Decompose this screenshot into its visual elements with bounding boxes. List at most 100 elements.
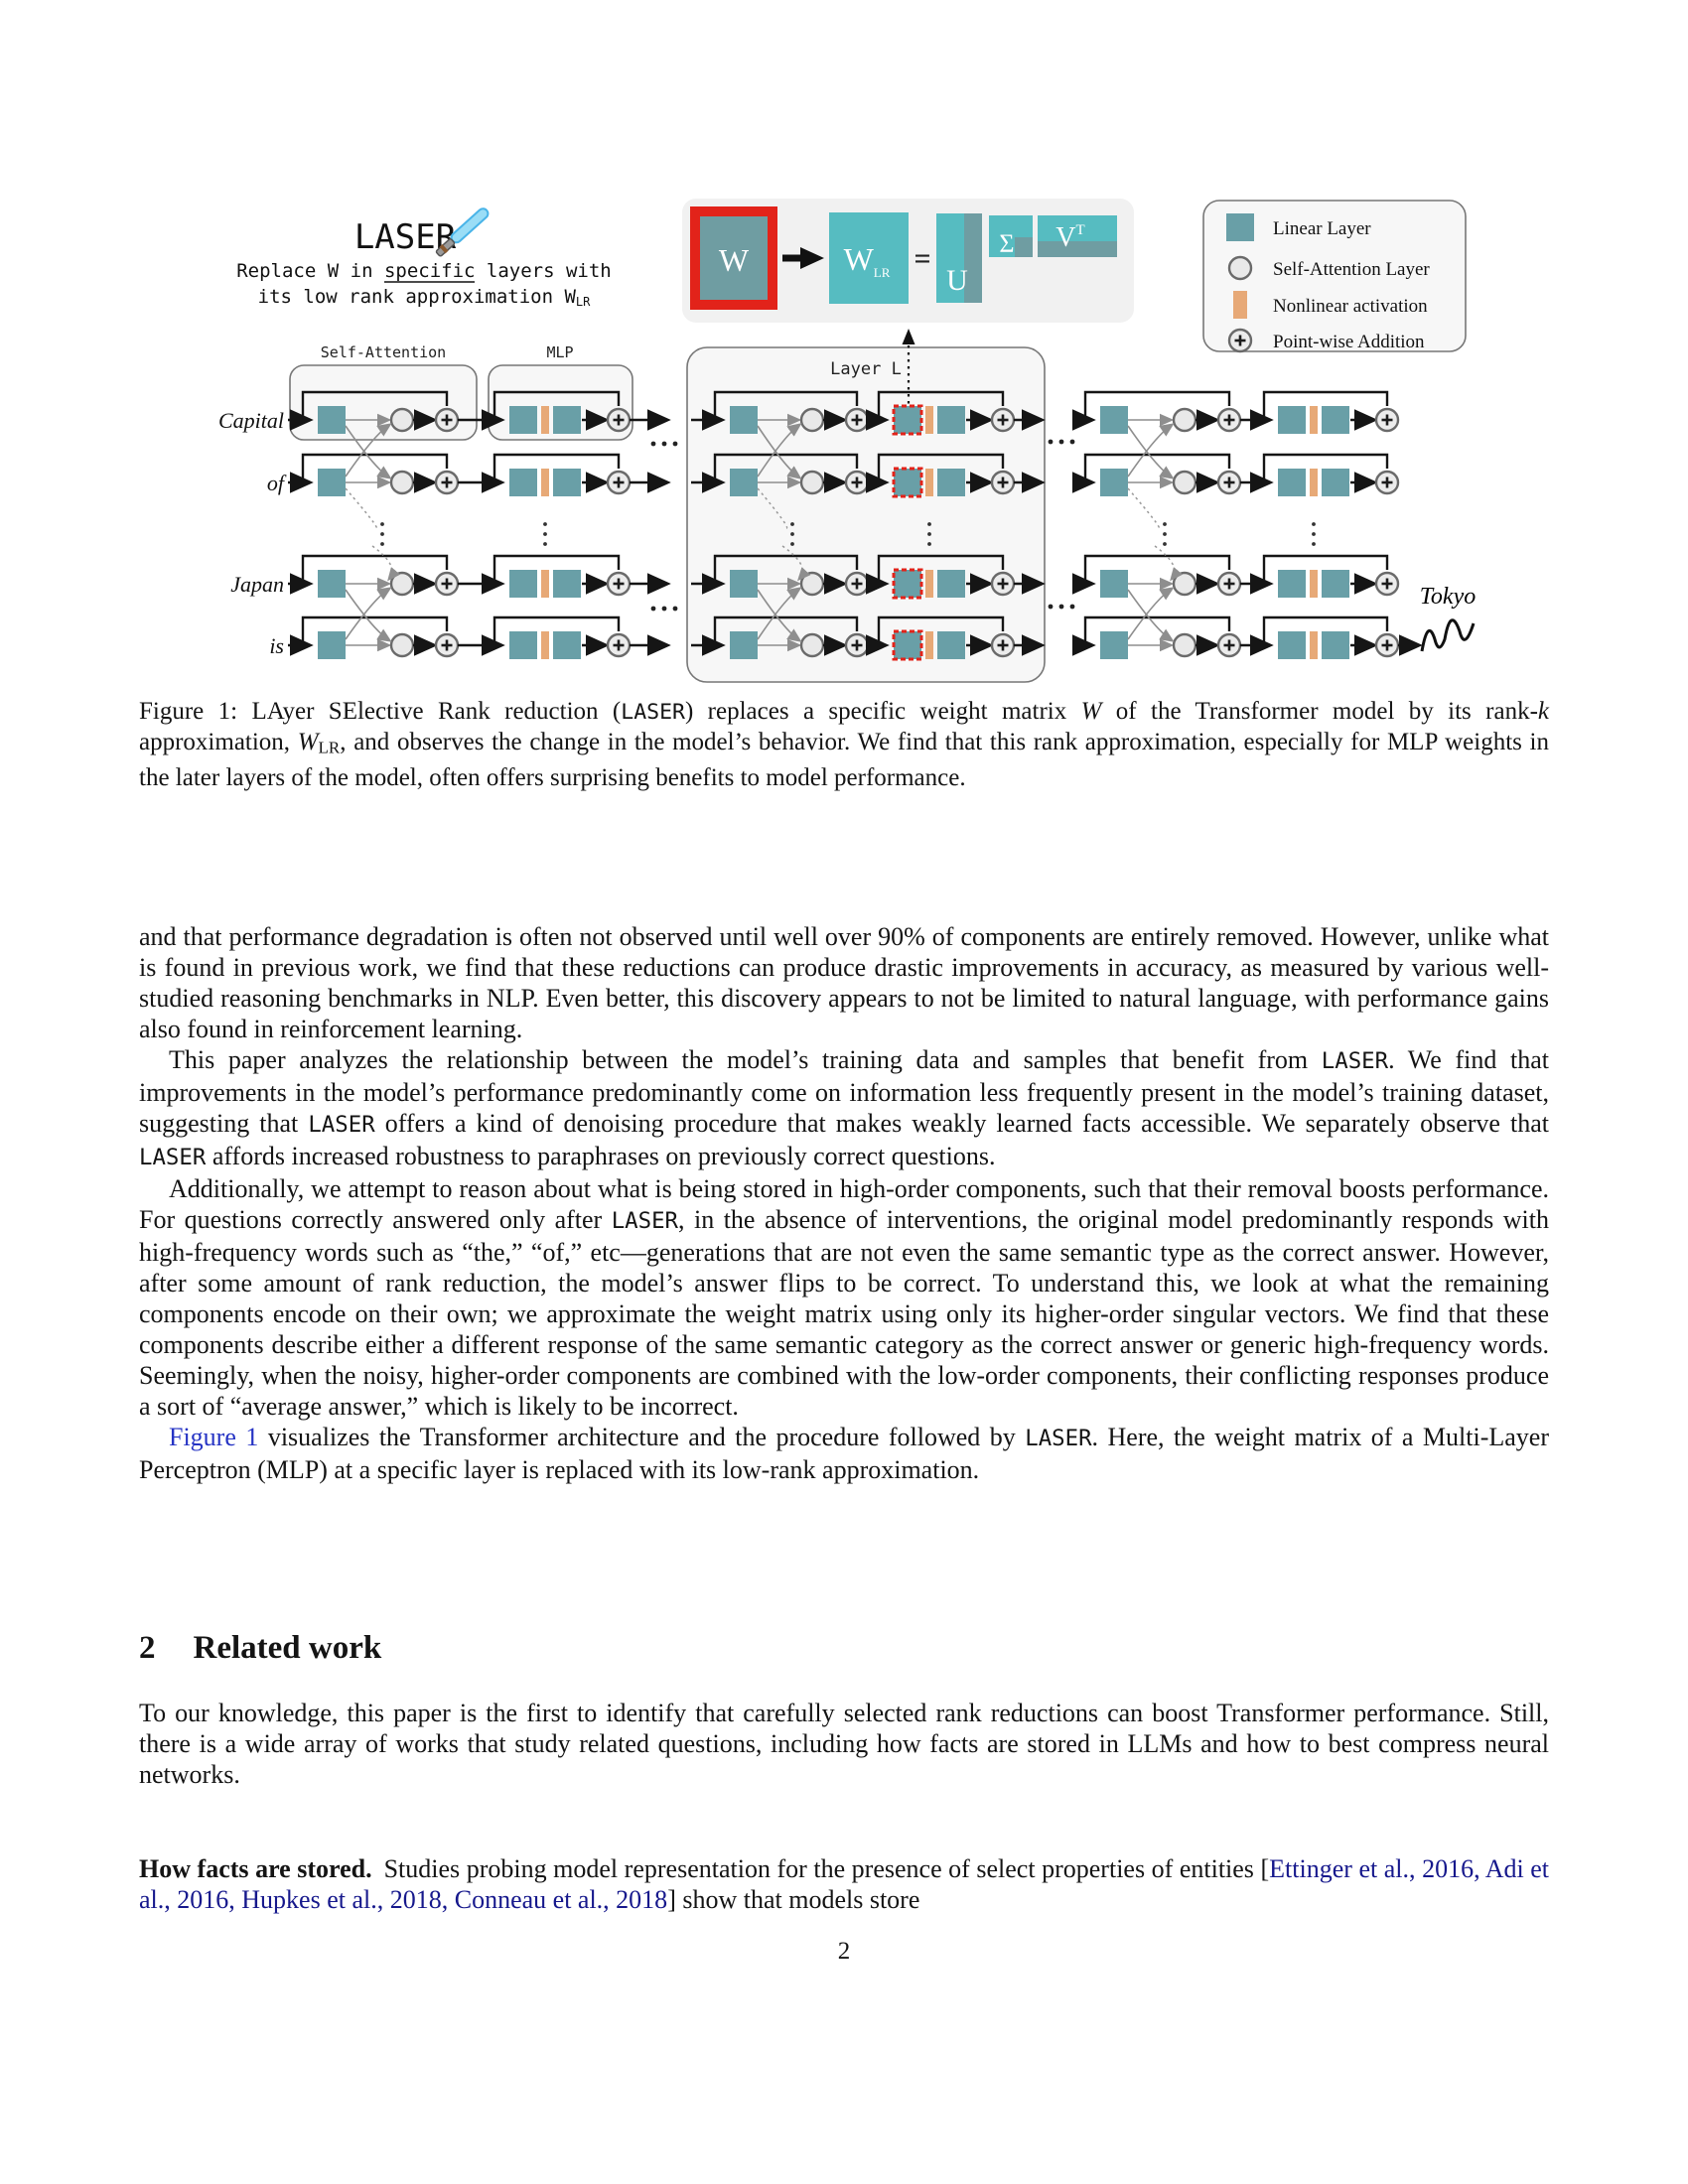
svd-panel: W WLR = U Σ [682, 199, 1134, 323]
transformer-block-right [1071, 390, 1423, 659]
vertical-ellipsis-dot [1312, 522, 1316, 526]
figure-1-link[interactable]: Figure 1 [169, 1423, 259, 1451]
self-attention-node [389, 571, 415, 597]
sigma-matrix: Σ [989, 215, 1033, 258]
horizontal-ellipsis-dot [672, 606, 678, 612]
svg-text:U: U [946, 264, 968, 297]
vertical-ellipsis-dot [927, 542, 931, 546]
linear-layer-block [1278, 631, 1306, 659]
self-attention-label: Self-Attention [321, 343, 446, 361]
replacement-arrow [902, 329, 915, 404]
paragraph: To our knowledge, this paper is the firs… [139, 1699, 1549, 1789]
linear-layer-block [730, 406, 758, 434]
horizontal-ellipsis-dot [672, 441, 678, 447]
legend-addition-label: Point-wise Addition [1273, 332, 1425, 352]
linear-layer-block [937, 469, 965, 496]
laser-subtitle-line2: its low rank approximation WLR [258, 286, 592, 309]
self-attention-node [799, 470, 825, 495]
token-japan: Japan [230, 572, 284, 597]
vertical-ellipsis-dot [927, 522, 931, 526]
nonlinear-activation-bar [925, 631, 933, 659]
nonlinear-activation-bar [1310, 631, 1318, 659]
low-rank-replaced-weight [892, 467, 923, 498]
linear-layer-block [937, 570, 965, 598]
vertical-ellipsis-dot [380, 542, 384, 546]
vertical-ellipsis-dot [927, 532, 931, 536]
linear-layer-block [509, 406, 537, 434]
linear-layer-block [937, 406, 965, 434]
legend-addition-swatch [1227, 328, 1253, 353]
paragraph: This paper analyzes the relationship bet… [139, 1045, 1549, 1170]
linear-layer-block [509, 570, 537, 598]
linear-layer-block [1278, 469, 1306, 496]
linear-layer-block [318, 469, 346, 496]
horizontal-ellipsis-dot [1069, 604, 1075, 610]
linear-layer-block [937, 631, 965, 659]
low-rank-replaced-weight [892, 568, 923, 600]
token-is: is [269, 633, 284, 658]
linear-layer-block [1322, 570, 1349, 598]
linear-layer-block [509, 469, 537, 496]
nonlinear-activation-bar [925, 570, 933, 598]
token-of: of [267, 471, 287, 495]
linear-layer-block [730, 469, 758, 496]
linear-layer-block [318, 631, 346, 659]
self-attention-node [1172, 571, 1197, 597]
low-rank-replaced-weight [892, 404, 923, 436]
horizontal-ellipsis-dot [1058, 604, 1064, 610]
arrowhead [800, 247, 824, 269]
linear-layer-block [1278, 406, 1306, 434]
self-attention-node [799, 632, 825, 658]
nonlinear-activation-bar [1310, 469, 1318, 496]
w-label: W [719, 242, 750, 278]
paragraph-lead: How facts are stored. [139, 1854, 372, 1883]
legend-linear-label: Linear Layer [1273, 218, 1371, 239]
vertical-ellipsis-dot [543, 532, 547, 536]
linear-layer-block [1100, 570, 1128, 598]
linear-layer-block [1278, 570, 1306, 598]
mlp-label: MLP [546, 343, 573, 361]
linear-layer-block [1322, 469, 1349, 496]
low-rank-matrix-wlr [829, 212, 909, 304]
linear-layer-block [730, 570, 758, 598]
legend-attention-swatch [1227, 255, 1253, 281]
vertical-ellipsis-dot [790, 522, 794, 526]
paragraph: and that performance degradation is ofte… [139, 922, 1549, 1043]
linear-layer-block [1322, 406, 1349, 434]
horizontal-ellipsis-dot [1069, 439, 1075, 445]
figure-legend: Linear Layer Self-Attention Layer Nonlin… [1202, 200, 1467, 353]
vertical-ellipsis-dot [790, 532, 794, 536]
equals-sign: = [914, 242, 930, 275]
figure-caption: Figure 1: LAyer SElective Rank reduction… [139, 698, 1549, 791]
horizontal-ellipsis-dot [661, 606, 667, 612]
legend-linear-swatch [1226, 213, 1254, 241]
laser-title-block: LASER Replace W in specific layers with … [236, 207, 612, 309]
wlr-label: WLR [844, 241, 891, 280]
legend-nonlinear-label: Nonlinear activation [1273, 296, 1428, 317]
linear-layer-block [730, 631, 758, 659]
linear-layer-block [1100, 469, 1128, 496]
related-work-section: 2 Related work To our knowledge, this pap… [139, 1632, 1550, 1915]
paragraph: Figure 1 visualizes the Transformer arch… [139, 1423, 1549, 1484]
page-number: 2 [837, 1938, 851, 1965]
citation-links[interactable]: Ettinger et al., 2016, Adi et al., 2016,… [139, 1854, 1550, 1914]
vertical-ellipsis-dot [790, 542, 794, 546]
linear-layer-block [509, 631, 537, 659]
vertical-ellipsis-dot [543, 522, 547, 526]
horizontal-ellipsis-dot [650, 441, 656, 447]
low-rank-replaced-weight [892, 629, 923, 661]
transformer-block-left [288, 390, 671, 659]
transformer-block-middle [691, 390, 1046, 661]
linear-layer-block [1100, 406, 1128, 434]
horizontal-ellipsis-dot [1048, 604, 1054, 610]
transformer-rows [288, 390, 1423, 661]
nonlinear-activation-bar [541, 570, 549, 598]
linear-layer-block [318, 406, 346, 434]
token-capital: Capital [218, 408, 284, 433]
vertical-ellipsis-dot [543, 542, 547, 546]
vertical-ellipsis-dot [380, 532, 384, 536]
nonlinear-activation-bar [925, 406, 933, 434]
nonlinear-activation-bar [1310, 406, 1318, 434]
linear-layer-block [553, 570, 581, 598]
